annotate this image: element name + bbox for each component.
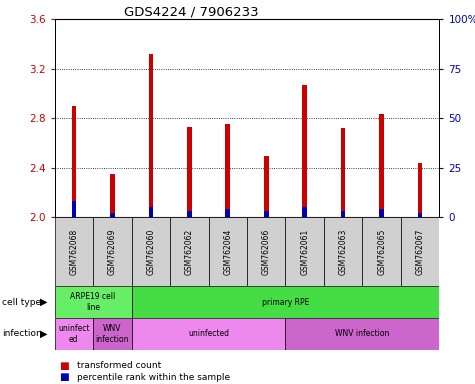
Text: GSM762064: GSM762064 xyxy=(223,228,232,275)
Text: GSM762065: GSM762065 xyxy=(377,228,386,275)
Bar xyxy=(264,211,268,217)
Bar xyxy=(110,213,114,217)
Bar xyxy=(341,128,345,217)
Text: ARPE19 cell
line: ARPE19 cell line xyxy=(70,292,116,312)
Bar xyxy=(132,286,439,318)
Text: infection: infection xyxy=(2,329,42,338)
Text: GSM762067: GSM762067 xyxy=(416,228,425,275)
Text: GSM762063: GSM762063 xyxy=(339,228,348,275)
Bar xyxy=(341,211,345,217)
Text: GSM762062: GSM762062 xyxy=(185,228,194,275)
Bar xyxy=(226,124,230,217)
Bar xyxy=(285,318,439,350)
Text: GDS4224 / 7906233: GDS4224 / 7906233 xyxy=(124,5,258,18)
Bar xyxy=(380,114,384,217)
Bar xyxy=(303,207,307,217)
Text: primary RPE: primary RPE xyxy=(262,298,309,306)
Bar xyxy=(170,217,209,286)
Text: uninfected: uninfected xyxy=(188,329,229,338)
Bar xyxy=(132,318,285,350)
Bar xyxy=(226,209,230,217)
Text: percentile rank within the sample: percentile rank within the sample xyxy=(77,372,230,382)
Text: ▶: ▶ xyxy=(40,297,48,307)
Bar xyxy=(324,217,362,286)
Bar xyxy=(362,217,401,286)
Bar xyxy=(209,217,247,286)
Bar xyxy=(110,174,114,217)
Bar xyxy=(149,54,153,217)
Bar xyxy=(187,211,191,217)
Bar xyxy=(380,209,384,217)
Bar xyxy=(72,201,76,217)
Text: transformed count: transformed count xyxy=(77,361,162,370)
Bar xyxy=(72,106,76,217)
Text: ■: ■ xyxy=(59,372,69,382)
Text: GSM762060: GSM762060 xyxy=(146,228,155,275)
Bar xyxy=(132,217,170,286)
Text: GSM762061: GSM762061 xyxy=(300,228,309,275)
Bar xyxy=(401,217,439,286)
Text: WNV infection: WNV infection xyxy=(335,329,389,338)
Text: cell type: cell type xyxy=(2,298,41,306)
Bar xyxy=(418,213,422,217)
Text: uninfect
ed: uninfect ed xyxy=(58,324,90,344)
Text: GSM762068: GSM762068 xyxy=(69,228,78,275)
Bar xyxy=(418,162,422,217)
Text: WNV
infection: WNV infection xyxy=(95,324,129,344)
Text: GSM762066: GSM762066 xyxy=(262,228,271,275)
Bar xyxy=(285,217,324,286)
Text: ▶: ▶ xyxy=(40,329,48,339)
Bar xyxy=(55,286,132,318)
Bar xyxy=(264,156,268,217)
Text: GSM762069: GSM762069 xyxy=(108,228,117,275)
Bar xyxy=(55,217,93,286)
Bar xyxy=(247,217,285,286)
Text: ■: ■ xyxy=(59,361,69,371)
Bar xyxy=(149,207,153,217)
Bar xyxy=(93,318,132,350)
Bar xyxy=(93,217,132,286)
Bar xyxy=(303,85,307,217)
Bar xyxy=(187,127,191,217)
Bar xyxy=(55,318,93,350)
